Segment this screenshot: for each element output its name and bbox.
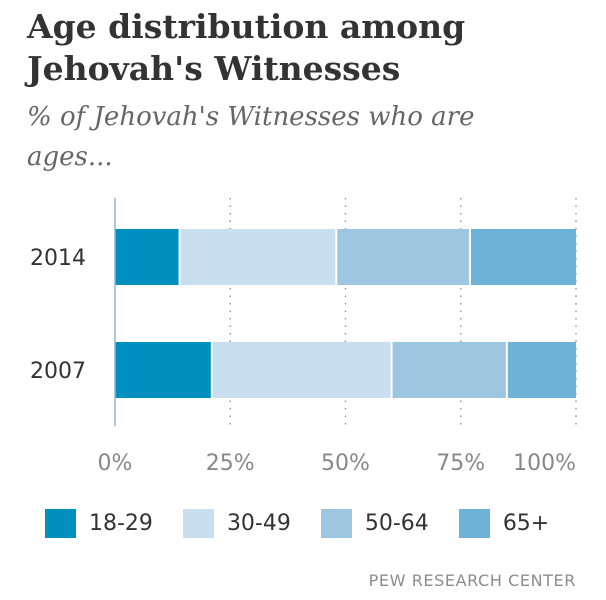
x-tick-label: 25% xyxy=(206,451,255,476)
bar-segment xyxy=(469,229,576,285)
legend-label: 18-29 xyxy=(89,511,153,536)
legend-item: 30-49 xyxy=(182,509,291,538)
legend-item: 65+ xyxy=(458,509,550,538)
legend-swatch xyxy=(182,509,214,538)
x-tick-label: 50% xyxy=(321,451,370,476)
legend-label: 30-49 xyxy=(226,511,291,536)
chart-title: Age distribution among Jehovah's Witness… xyxy=(27,7,466,88)
x-tick-label: 75% xyxy=(436,451,485,476)
bar-segment xyxy=(115,342,212,398)
category-label: 2007 xyxy=(30,359,86,384)
bar-segment xyxy=(179,229,337,285)
bar-segment xyxy=(115,229,180,285)
legend-swatch xyxy=(45,509,76,538)
legend-item: 50-64 xyxy=(320,509,429,538)
bar-segment xyxy=(506,342,576,398)
legend-label: 50-64 xyxy=(364,511,429,536)
legend: 18-29 30-49 50-64 65+ xyxy=(45,509,579,538)
x-tick-label: 100% xyxy=(513,451,576,476)
stacked-bar-chart: 2014 2007 0% 25% 50% 75% 100% xyxy=(30,198,577,476)
legend-item: 18-29 xyxy=(45,509,153,538)
legend-swatch xyxy=(320,509,352,538)
bar-segment xyxy=(336,229,470,285)
chart-subtitle: % of Jehovah's Witnesses who are ages... xyxy=(27,102,475,172)
source-credit: PEW RESEARCH CENTER xyxy=(368,571,576,590)
legend-swatch xyxy=(458,509,490,538)
x-tick-label: 0% xyxy=(98,451,133,476)
bar-segment xyxy=(211,342,392,398)
category-label: 2014 xyxy=(30,246,86,271)
bar-segment xyxy=(391,342,507,398)
legend-label: 65+ xyxy=(502,511,550,536)
